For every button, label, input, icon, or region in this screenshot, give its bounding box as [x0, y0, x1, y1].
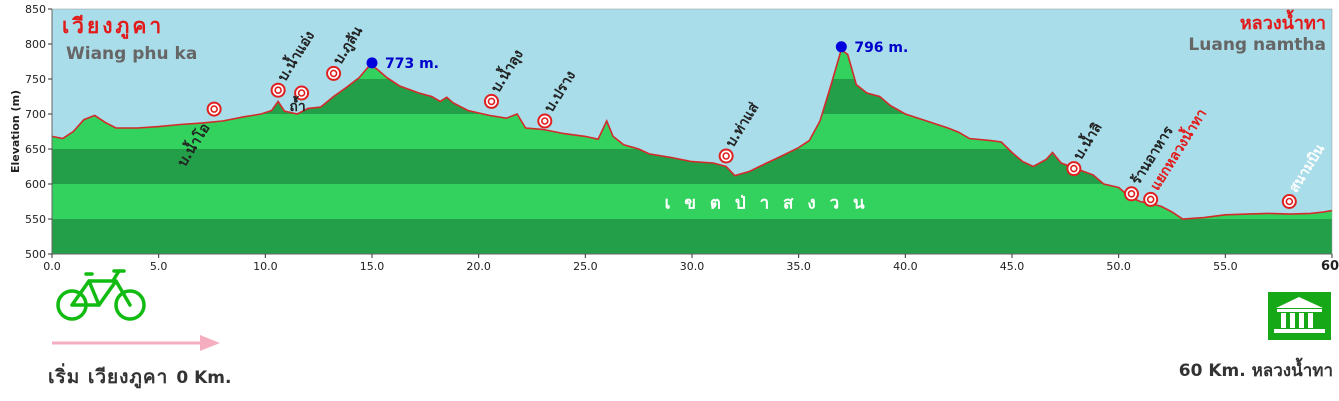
place-marker	[718, 148, 734, 164]
place-label: ถ้ำ	[289, 95, 305, 115]
x-tick-label: 0.0	[43, 260, 61, 273]
place-marker-inner	[210, 105, 218, 113]
elevation-band	[52, 219, 1332, 254]
place-marker-inner	[1070, 164, 1078, 173]
end-title-th: หลวงน้ำทา	[1240, 9, 1326, 34]
place-marker	[206, 101, 222, 117]
place-marker	[270, 82, 286, 98]
place-marker	[326, 65, 342, 81]
place-marker-inner	[329, 69, 338, 78]
y-tick-label: 550	[25, 213, 46, 226]
y-tick-label: 600	[25, 178, 46, 191]
place-marker-inner	[1146, 195, 1155, 204]
plot-area	[51, 9, 1333, 254]
x-tick-label: 20.0	[466, 260, 491, 273]
start-caption-text: เริ่ม เวียงภูคา	[48, 366, 169, 388]
end-caption: 60 Km. หลวงน้ำทา	[1178, 361, 1333, 381]
place-marker-inner	[1285, 197, 1294, 206]
x-tick-label: 45.0	[1000, 260, 1025, 273]
y-tick-label: 700	[25, 108, 46, 121]
zone-label: เ ข ต ป่ า ส ง ว น	[665, 194, 869, 214]
place-marker	[1143, 191, 1159, 207]
x-tick-label: 15.0	[360, 260, 385, 273]
x-tick-label: 10.0	[253, 260, 278, 273]
peak-marker	[835, 41, 847, 53]
x-tick-label: 50.0	[1106, 260, 1131, 273]
x-tick-label: 60	[1321, 259, 1339, 274]
y-tick-label: 500	[25, 248, 46, 261]
building-icon	[1268, 292, 1331, 340]
place-marker-inner	[1127, 190, 1136, 198]
peak-marker	[366, 57, 378, 69]
place-marker	[537, 113, 553, 129]
place-marker-inner	[297, 89, 306, 97]
bicycle-icon	[56, 269, 146, 321]
direction-arrow-icon	[52, 335, 220, 351]
x-tick-label: 25.0	[573, 260, 598, 273]
peak-label: 773 m.	[385, 56, 439, 72]
place-marker	[483, 93, 499, 109]
elevation-profile-line	[51, 48, 1333, 220]
axes: 500 550 600 650 700 750 800 850 0.0 5.0 10.0 15.0 20…	[9, 3, 1339, 274]
x-tick-label: 35.0	[786, 260, 811, 273]
elevation-band	[52, 184, 1332, 219]
place-marker-inner	[487, 97, 496, 106]
start-title-en: Wiang phu ka	[66, 44, 197, 64]
x-tick-label: 5.0	[150, 260, 168, 273]
place-marker	[1123, 186, 1139, 202]
y-tick-label: 850	[25, 3, 46, 16]
icons	[52, 269, 1331, 351]
place-marker	[1066, 161, 1082, 177]
peak-label: 796 m.	[854, 40, 908, 56]
end-title-en: Luang namtha	[1188, 35, 1326, 55]
place-marker-inner	[540, 117, 549, 125]
y-tick-label: 650	[25, 143, 46, 156]
y-tick-label: 750	[25, 73, 46, 86]
place-marker-inner	[274, 86, 282, 94]
start-distance: 0 Km.	[176, 368, 232, 388]
start-caption: เริ่ม เวียงภูคา 0 Km.	[48, 362, 231, 392]
y-tick-label: 800	[25, 38, 46, 51]
place-marker	[294, 85, 310, 101]
start-title-th: เวียงภูคา	[62, 14, 164, 40]
x-tick-label: 40.0	[893, 260, 918, 273]
x-tick-label: 55.0	[1213, 260, 1238, 273]
x-tick-label: 30.0	[680, 260, 705, 273]
y-axis-label: Elevation (m)	[9, 90, 22, 173]
place-marker	[1281, 194, 1297, 209]
place-marker-inner	[722, 152, 730, 160]
